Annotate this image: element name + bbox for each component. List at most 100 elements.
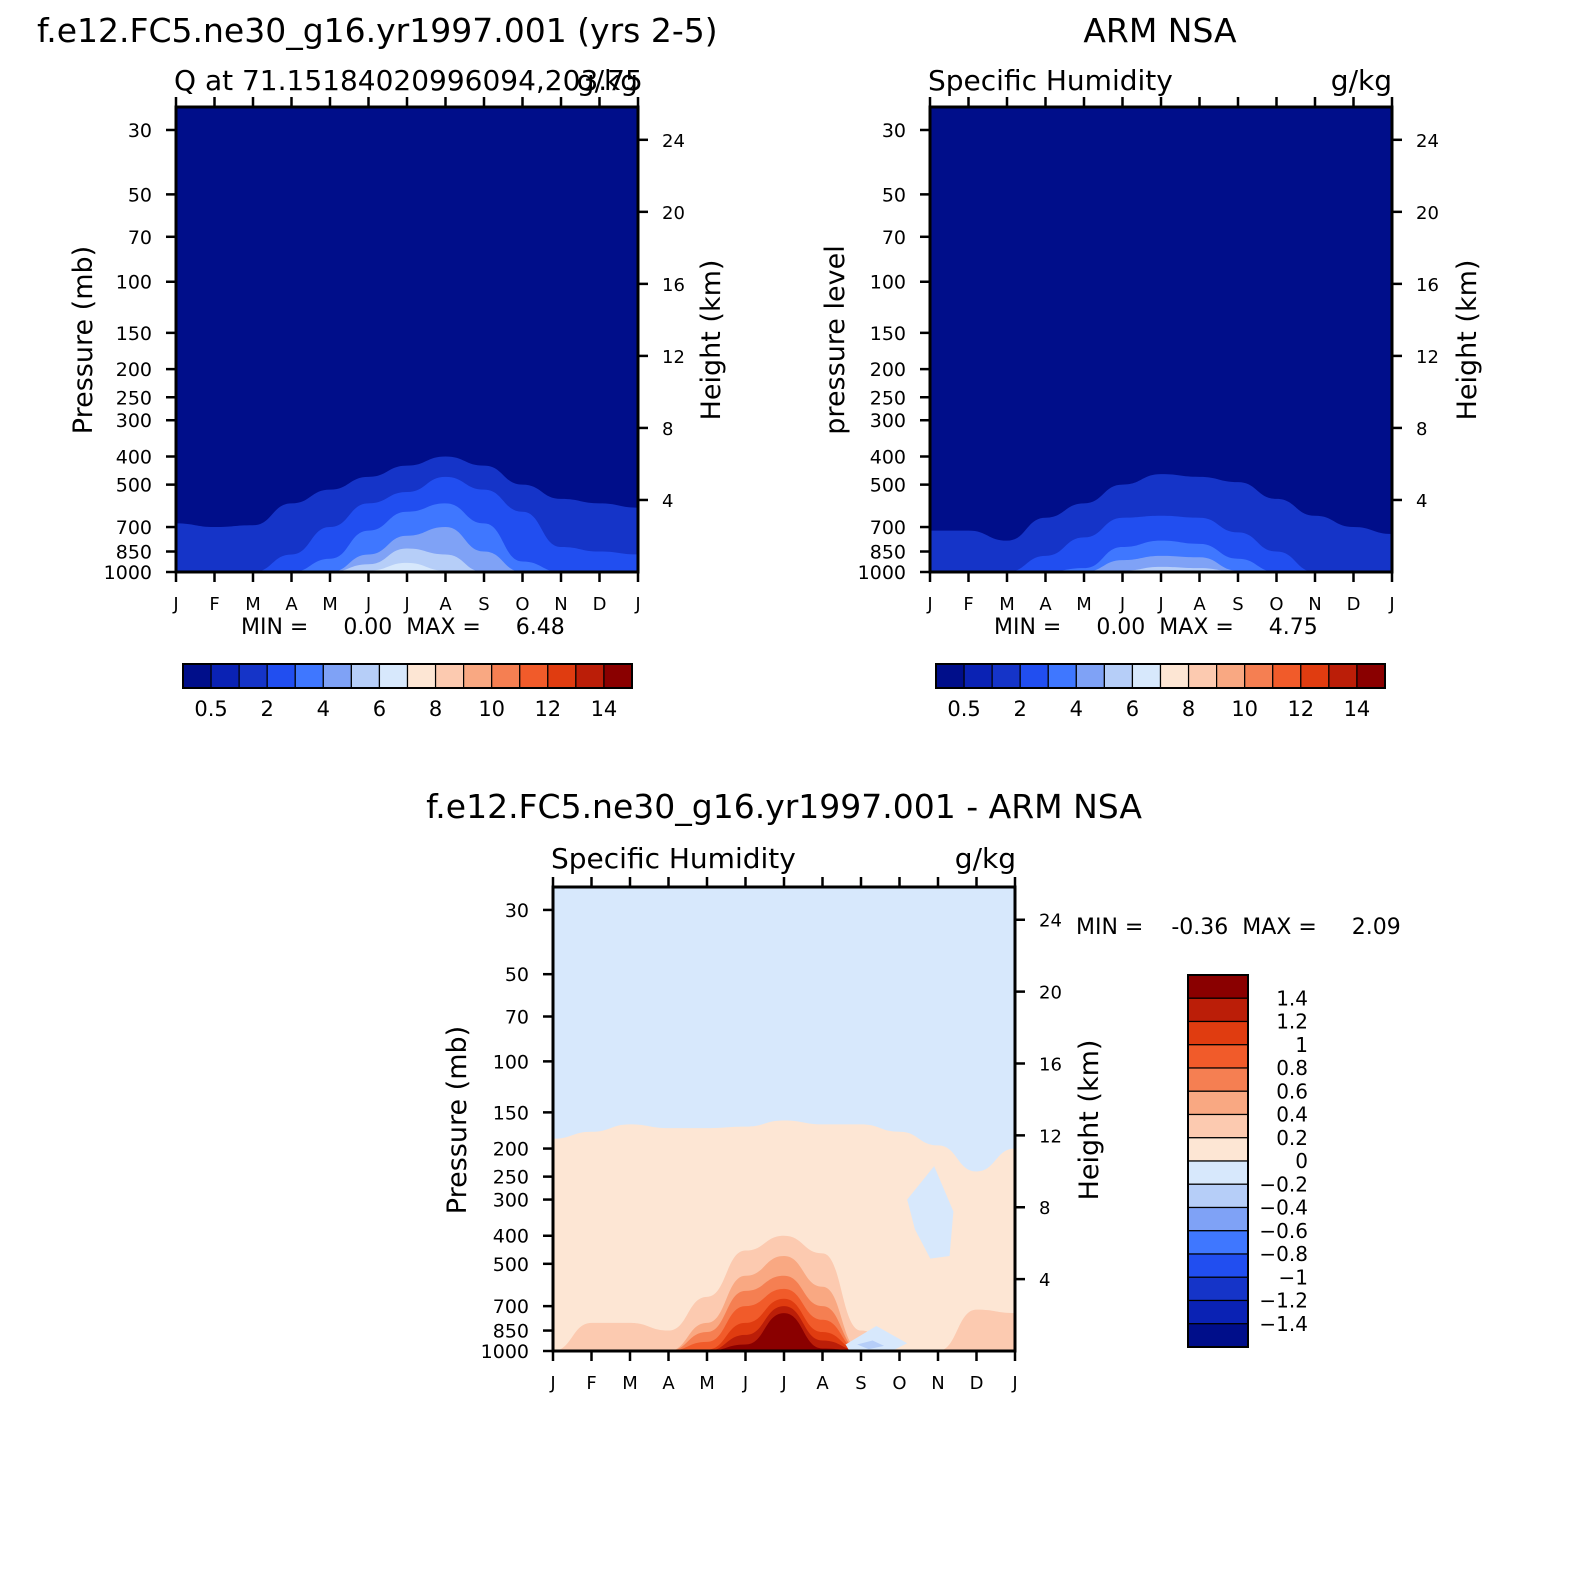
colorbar-box [1187,1253,1249,1278]
y-tick-label: 70 [505,1007,529,1029]
y-tick-label: 250 [116,387,152,409]
y-tick-label-right: 4 [662,491,673,512]
panel-subtitle-right: g/kg [577,64,638,97]
colorbar-box [1187,1090,1249,1116]
y-tick-label-right: 8 [1039,1198,1050,1219]
y-tick-label-right: 24 [1416,131,1439,152]
colorbar-box [1075,663,1105,689]
x-tick-label: A [662,1373,675,1394]
colorbar-box [1019,663,1049,689]
y-tick-label-right: 16 [662,275,685,296]
colorbar-label: −1.2 [1259,1289,1308,1313]
colorbar-label: 0 [1295,1149,1308,1173]
y-tick-label: 70 [128,227,152,249]
contour-band-5 [176,562,638,572]
panel-subtitle-left: Q at 71.15184020996094,203.75 [174,64,643,97]
y-tick-label: 100 [116,272,152,294]
y-tick-label: 700 [870,517,906,539]
x-tick-label: J [1157,594,1163,615]
colorbar: 1.41.210.80.60.40.20−0.2−0.4−0.6−0.8−1−1… [1187,974,1308,1348]
colorbar-label: −0.6 [1259,1219,1308,1243]
y-tick-label: 150 [116,323,152,345]
x-tick-label: J [634,594,640,615]
x-tick-label: S [1232,594,1243,615]
panel-title: f.e12.FC5.ne30_g16.yr1997.001 (yrs 2-5) [37,11,718,50]
colorbar-label: 0.6 [1276,1079,1308,1103]
colorbar-box [1187,974,1249,999]
negative-region-2 [857,1340,885,1350]
x-tick-label: J [1388,594,1394,615]
x-tick-label: F [586,1373,596,1394]
colorbar-box [1187,663,1218,689]
colorbar-box [1216,663,1246,689]
y-tick-label: 850 [116,542,152,564]
colorbar-label: 12 [534,697,561,721]
y-tick-label: 400 [493,1226,529,1248]
y-tick-label-right: 20 [662,203,685,224]
y-tick-label: 500 [493,1254,529,1276]
y-tick-label: 100 [493,1051,529,1073]
colorbar-box [1356,663,1386,689]
x-tick-label: A [285,594,298,615]
x-tick-label: J [172,594,178,615]
y-tick-label: 850 [493,1321,529,1343]
colorbar-label: 0.8 [1276,1056,1308,1080]
colorbar-box [1187,1160,1249,1185]
panel-model: f.e12.FC5.ne30_g16.yr1997.001 (yrs 2-5) … [37,11,727,721]
x-tick-label: J [403,594,409,615]
colorbar-label: 1.2 [1276,1010,1308,1034]
panel-difference: f.e12.FC5.ne30_g16.yr1997.001 - ARM NSA … [426,787,1401,1394]
x-tick-label: S [855,1373,866,1394]
y-tick-label: 50 [882,184,906,206]
colorbar-box [575,663,605,689]
x-tick-label: J [1011,1373,1017,1394]
colorbar: 0.5 2 4 6 8 10 12 14 [182,663,633,721]
colorbar-box [294,663,324,689]
colorbar-label: 12 [1287,697,1314,721]
y-axis-label: pressure level [820,245,851,434]
contour-band-1.4 [553,1313,1015,1351]
panel-subtitle-right: g/kg [1331,64,1392,97]
y-tick-label: 400 [870,446,906,468]
contour-band-3 [930,555,1392,572]
x-tick-label: N [554,594,567,615]
colorbar-label: 6 [373,697,386,721]
colorbar-box [547,663,577,689]
min-max-stats: MIN = -0.36 MAX = 2.09 [1076,915,1401,940]
colorbar-box [1328,663,1358,689]
x-tick-label: M [699,1373,715,1394]
panel-title: f.e12.FC5.ne30_g16.yr1997.001 - ARM NSA [426,787,1142,826]
y-tick-label: 1000 [104,562,152,584]
colorbar-box [1187,1137,1249,1162]
colorbar-label: −0.8 [1259,1242,1308,1266]
x-tick-label: D [593,594,607,615]
x-tick-label: O [515,594,529,615]
colorbar-box [378,663,409,689]
x-tick-label: J [742,1373,748,1394]
colorbar-box [1187,997,1249,1023]
colorbar-label: 4 [1070,697,1083,721]
x-tick-label: N [931,1373,944,1394]
colorbar-label: 2 [261,697,274,721]
y-tick-label: 1000 [481,1341,529,1363]
y-tick-label-right: 8 [1416,419,1427,440]
colorbar-label: −1 [1279,1265,1308,1289]
x-tick-label: M [999,594,1015,615]
y-tick-label: 300 [116,410,152,432]
panel-subtitle-left: Specific Humidity [551,842,796,875]
colorbar-label: 0.5 [947,697,980,721]
y-tick-label-right: 12 [1416,347,1439,368]
x-tick-label: S [478,594,489,615]
y-axis-label: Pressure (mb) [68,246,99,434]
colorbar-box [991,663,1021,689]
y-tick-label: 200 [116,359,152,381]
colorbar-frame [1187,974,1249,1348]
colorbar-label: 10 [1231,697,1258,721]
colorbar-box [1187,1299,1249,1325]
x-tick-label: M [1076,594,1092,615]
x-tick-label: N [1308,594,1321,615]
colorbar-box [463,663,493,689]
panel-subtitle-left: Specific Humidity [928,64,1173,97]
y-tick-label: 200 [493,1139,529,1161]
